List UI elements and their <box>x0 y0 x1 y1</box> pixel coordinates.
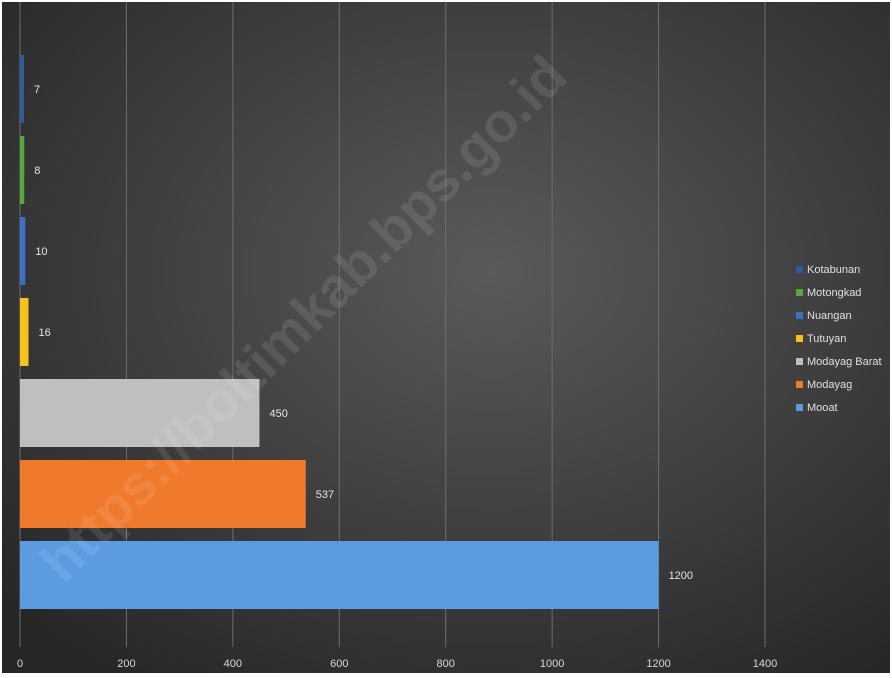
legend-swatch <box>796 335 803 342</box>
bar-mooat[interactable] <box>20 541 659 609</box>
x-tick-label: 1400 <box>753 658 777 670</box>
legend-entry: Mooat <box>807 402 838 414</box>
x-tick-label: 800 <box>437 658 455 670</box>
data-labels: 7 8 10 16 450 537 1200 <box>34 84 693 582</box>
legend-swatch <box>796 404 803 411</box>
legend-swatch <box>796 266 803 273</box>
legend-swatch <box>796 312 803 319</box>
data-label: 7 <box>34 84 40 96</box>
legend-entry: Motongkad <box>807 287 861 299</box>
legend-entry: Modayag Barat <box>807 356 882 368</box>
bar-modayag[interactable] <box>20 460 306 528</box>
data-label: 10 <box>35 246 47 258</box>
bar-kotabunan[interactable] <box>20 55 24 123</box>
x-axis-ticks: 0 200 400 600 800 1000 1200 1400 <box>17 658 777 670</box>
bar-nuangan[interactable] <box>20 217 26 285</box>
legend-swatch <box>796 358 803 365</box>
x-tick-label: 200 <box>117 658 135 670</box>
bars <box>20 55 659 609</box>
legend-swatch <box>796 381 803 388</box>
data-label: 537 <box>316 489 334 501</box>
legend: Kotabunan Motongkad Nuangan Tutuyan Modayag … <box>796 264 882 414</box>
bar-tutuyan[interactable] <box>20 298 29 366</box>
x-tick-label: 1200 <box>646 658 670 670</box>
legend-entry: Modayag <box>807 379 852 391</box>
bar-motongkad[interactable] <box>20 136 25 204</box>
legend-entry: Tutuyan <box>807 333 846 345</box>
data-label: 1200 <box>669 570 693 582</box>
data-label: 450 <box>269 408 287 420</box>
x-tick-label: 0 <box>17 658 23 670</box>
bar-modayag-barat[interactable] <box>20 379 260 447</box>
x-tick-label: 1000 <box>540 658 564 670</box>
legend-entry: Nuangan <box>807 310 852 322</box>
data-label: 16 <box>39 327 51 339</box>
data-label: 8 <box>34 165 40 177</box>
x-tick-label: 400 <box>224 658 242 670</box>
legend-swatch <box>796 289 803 296</box>
x-tick-label: 600 <box>330 658 348 670</box>
legend-entry: Kotabunan <box>807 264 860 276</box>
